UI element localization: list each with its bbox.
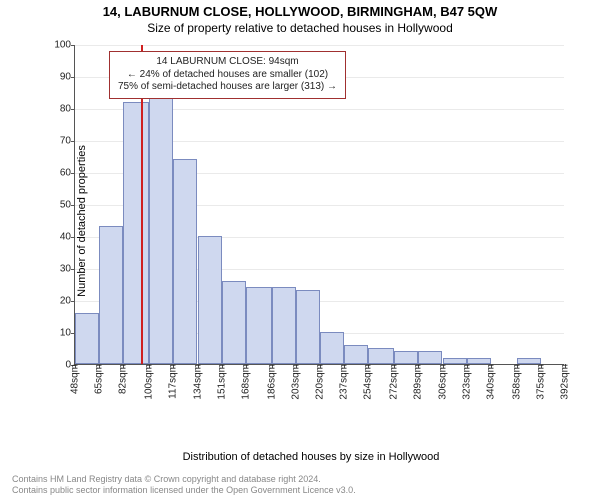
x-axis-title: Distribution of detached houses by size … — [46, 451, 576, 463]
x-tick-label: 134sqm — [192, 364, 203, 400]
x-tick-label: 358sqm — [511, 364, 522, 400]
x-tick-label: 82sqm — [118, 364, 129, 394]
x-tick-label: 100sqm — [144, 364, 155, 400]
y-tick-label: 10 — [60, 328, 75, 339]
annotation-line: 14 LABURNUM CLOSE: 94sqm — [118, 56, 337, 69]
x-tick-label: 220sqm — [315, 364, 326, 400]
page-title: 14, LABURNUM CLOSE, HOLLYWOOD, BIRMINGHA… — [0, 4, 600, 19]
copyright-notice: Contains HM Land Registry data © Crown c… — [12, 474, 356, 496]
histogram-bar — [222, 281, 246, 364]
x-tick-label: 289sqm — [413, 364, 424, 400]
histogram-chart: Number of detached properties 0102030405… — [46, 41, 576, 401]
x-tick-label: 168sqm — [240, 364, 251, 400]
annotation-box: 14 LABURNUM CLOSE: 94sqm ← 24% of detach… — [109, 51, 346, 99]
x-tick-label: 65sqm — [94, 364, 105, 394]
histogram-bar — [173, 159, 197, 364]
x-tick-label: 48sqm — [70, 364, 81, 394]
x-tick-label: 375sqm — [535, 364, 546, 400]
x-tick-label: 151sqm — [216, 364, 227, 400]
x-tick-label: 306sqm — [437, 364, 448, 400]
histogram-bar — [418, 351, 442, 364]
histogram-bar — [198, 236, 222, 364]
histogram-bar — [368, 348, 394, 364]
y-tick-label: 60 — [60, 168, 75, 179]
x-tick-label: 203sqm — [290, 364, 301, 400]
histogram-bar — [99, 226, 123, 364]
x-tick-label: 392sqm — [560, 364, 571, 400]
y-tick-label: 40 — [60, 232, 75, 243]
y-tick-label: 30 — [60, 264, 75, 275]
x-tick-label: 340sqm — [485, 364, 496, 400]
x-tick-label: 323sqm — [461, 364, 472, 400]
y-tick-label: 90 — [60, 72, 75, 83]
plot-area: 010203040506070809010048sqm65sqm82sqm100… — [74, 45, 564, 365]
annotation-line: ← 24% of detached houses are smaller (10… — [118, 69, 337, 82]
x-tick-label: 117sqm — [168, 364, 179, 399]
x-tick-label: 237sqm — [339, 364, 350, 400]
y-tick-label: 100 — [54, 40, 75, 51]
x-tick-label: 186sqm — [266, 364, 277, 400]
histogram-bar — [149, 92, 173, 364]
histogram-bar — [344, 345, 368, 364]
page-subtitle: Size of property relative to detached ho… — [0, 21, 600, 35]
histogram-bar — [246, 287, 272, 364]
annotation-line: 75% of semi-detached houses are larger (… — [118, 81, 337, 94]
histogram-bar — [320, 332, 344, 364]
histogram-bar — [75, 313, 99, 364]
histogram-bar — [272, 287, 296, 364]
histogram-bar — [296, 290, 320, 364]
y-tick-label: 20 — [60, 296, 75, 307]
y-tick-label: 70 — [60, 136, 75, 147]
x-tick-label: 254sqm — [363, 364, 374, 400]
y-tick-label: 50 — [60, 200, 75, 211]
x-tick-label: 272sqm — [389, 364, 400, 400]
histogram-bar — [123, 102, 149, 364]
histogram-bar — [394, 351, 418, 364]
y-tick-label: 80 — [60, 104, 75, 115]
